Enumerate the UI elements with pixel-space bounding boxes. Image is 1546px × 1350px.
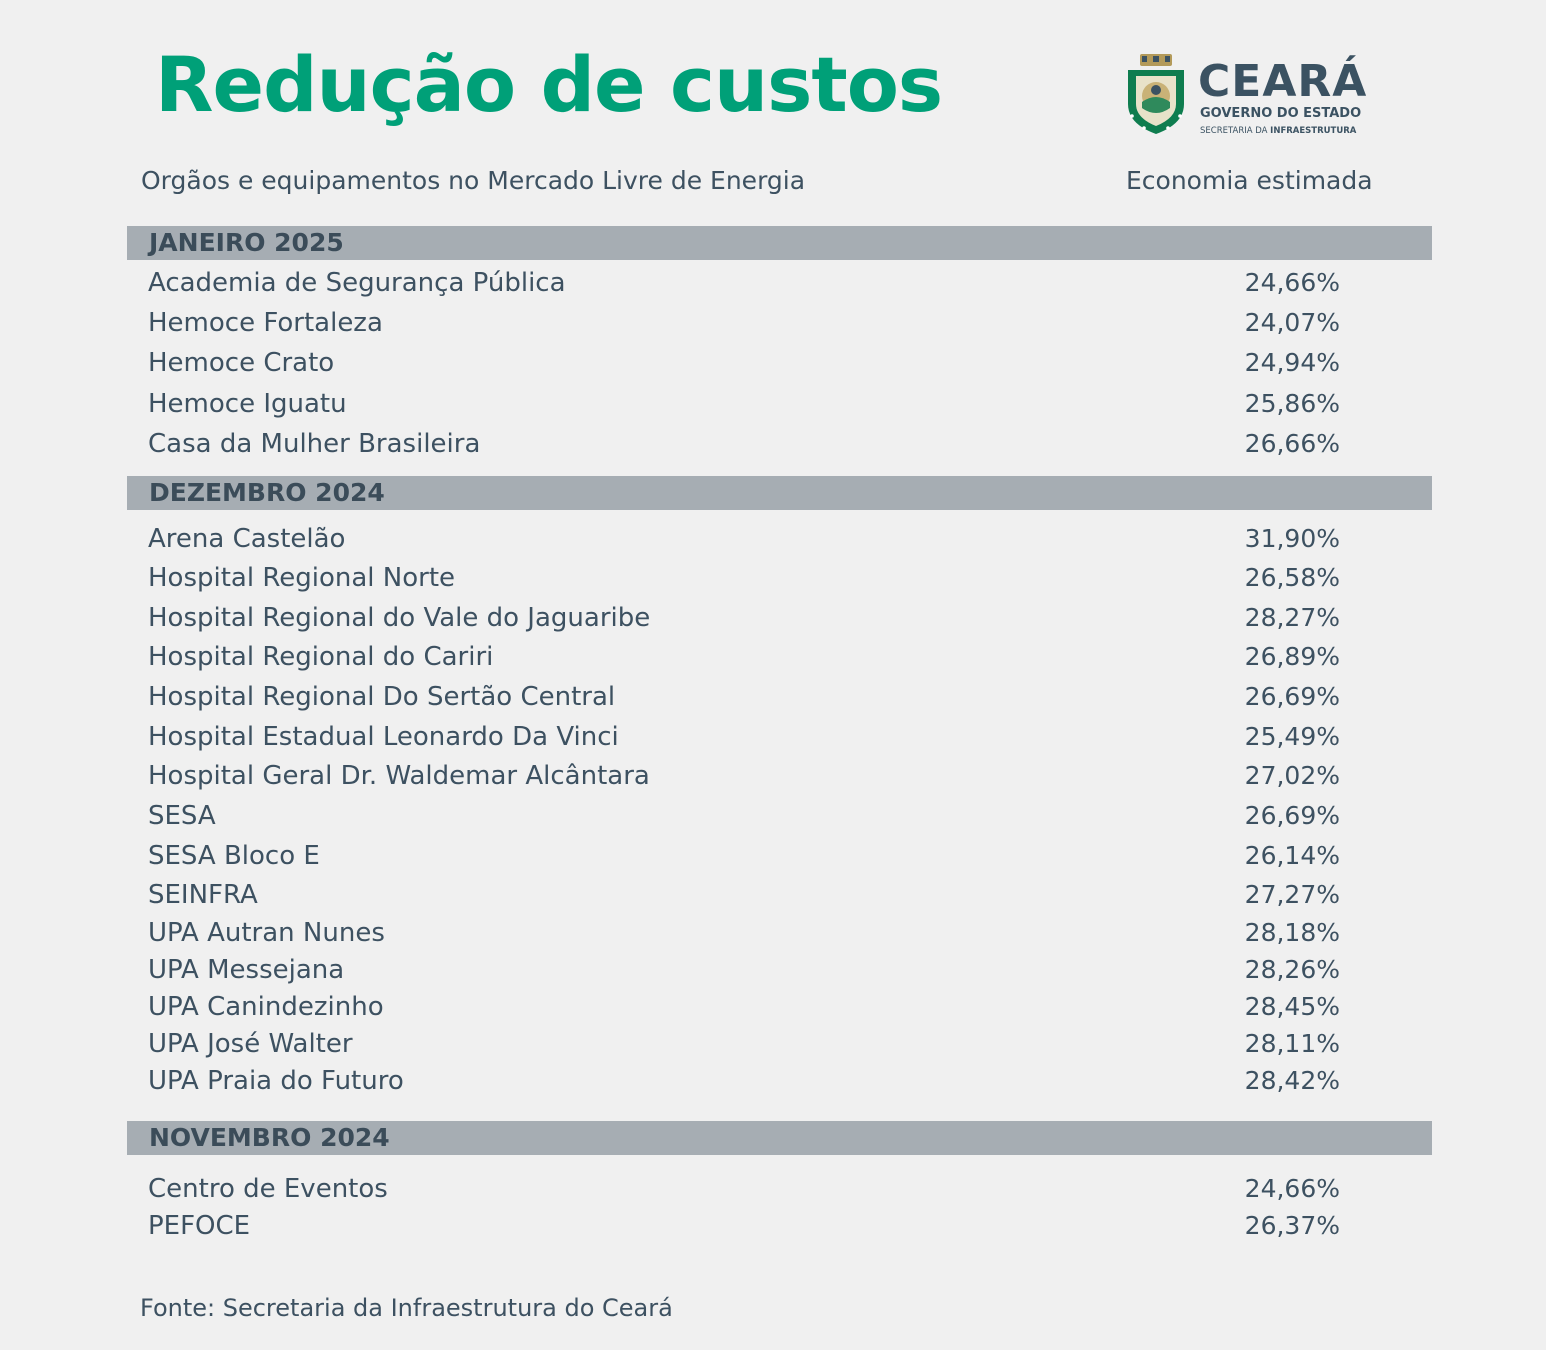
table-row: Hemoce Iguatu 25,86% [0,389,1546,425]
table-row: SESA 26,69% [0,801,1546,837]
row-name: Hospital Regional Do Sertão Central [148,682,616,712]
row-name: Hospital Regional Norte [148,563,456,593]
row-name: Hospital Regional do Cariri [148,642,494,672]
table-row: Academia de Segurança Pública 24,66% [0,268,1546,304]
row-name: Casa da Mulher Brasileira [148,429,481,459]
section-title: NOVEMBRO 2024 [149,1123,390,1152]
table-row: SESA Bloco E 26,14% [0,841,1546,877]
row-name: Hemoce Fortaleza [148,308,383,338]
table-row: UPA José Walter 28,11% [0,1029,1546,1065]
row-name: Arena Castelão [148,524,346,554]
row-name: Hemoce Iguatu [148,389,347,419]
table-row: UPA Autran Nunes 28,18% [0,918,1546,954]
row-value: 25,86% [1244,389,1340,418]
table-row: Hospital Regional do Cariri 26,89% [0,642,1546,678]
ceara-coat-of-arms-icon [1128,54,1184,134]
row-value: 28,11% [1244,1029,1340,1058]
page-title: Redução de custos [155,40,943,129]
row-name: PEFOCE [148,1211,251,1241]
row-value: 27,27% [1244,880,1340,909]
row-name: Hemoce Crato [148,348,335,378]
table-row: UPA Praia do Futuro 28,42% [0,1066,1546,1102]
table-row: Hospital Regional do Vale do Jaguaribe 28… [0,603,1546,639]
table-row: Casa da Mulher Brasileira 26,66% [0,429,1546,465]
section-header-dezembro-2024: DEZEMBRO 2024 [127,476,1432,510]
table-row: Hospital Regional Norte 26,58% [0,563,1546,599]
table-row: Hospital Regional Do Sertão Central 26,69… [0,682,1546,718]
row-name: UPA José Walter [148,1029,353,1059]
table-row: PEFOCE 26,37% [0,1211,1546,1247]
logo-wordmark: CEARÁ [1198,56,1368,107]
row-value: 28,42% [1244,1066,1340,1095]
table-row: UPA Canindezinho 28,45% [0,992,1546,1028]
row-value: 27,02% [1244,761,1340,790]
table-row: SEINFRA 27,27% [0,880,1546,916]
row-name: Hospital Regional do Vale do Jaguaribe [148,603,651,633]
row-value: 24,66% [1244,268,1340,297]
row-value: 24,94% [1244,348,1340,377]
logo-department-prefix: SECRETARIA DA [1200,126,1271,136]
logo-department-bold: INFRAESTRUTURA [1270,126,1357,136]
row-name: Hospital Geral Dr. Waldemar Alcântara [148,761,650,791]
row-value: 28,27% [1244,603,1340,632]
table-row: Hospital Estadual Leonardo Da Vinci 25,49… [0,722,1546,758]
row-value: 28,45% [1244,992,1340,1021]
row-value: 26,37% [1244,1211,1340,1240]
row-name: SESA [148,801,216,831]
row-name: UPA Autran Nunes [148,918,385,948]
row-name: Centro de Eventos [148,1174,388,1204]
table-row: Centro de Eventos 24,66% [0,1174,1546,1210]
row-name: Academia de Segurança Pública [148,268,566,298]
column-header-savings: Economia estimada [1126,166,1373,195]
row-name: UPA Praia do Futuro [148,1066,404,1096]
table-row: Hemoce Fortaleza 24,07% [0,308,1546,344]
section-title: JANEIRO 2025 [149,228,344,257]
logo-department: SECRETARIA DA INFRAESTRUTURA [1200,126,1356,136]
row-value: 24,07% [1244,308,1340,337]
source-note: Fonte: Secretaria da Infraestrutura do C… [140,1294,673,1322]
row-value: 25,49% [1244,722,1340,751]
row-value: 28,26% [1244,955,1340,984]
row-value: 26,66% [1244,429,1340,458]
logo-subtitle: GOVERNO DO ESTADO [1200,106,1362,121]
section-header-novembro-2024: NOVEMBRO 2024 [127,1121,1432,1155]
row-value: 26,69% [1244,682,1340,711]
row-name: SESA Bloco E [148,841,320,871]
row-name: UPA Messejana [148,955,345,985]
column-header-organs: Orgãos e equipamentos no Mercado Livre d… [141,166,806,195]
table-row: UPA Messejana 28,26% [0,955,1546,991]
section-title: DEZEMBRO 2024 [149,478,385,507]
row-value: 26,69% [1244,801,1340,830]
ceara-logo: CEARÁ GOVERNO DO ESTADO SECRETARIA DA IN… [1124,52,1404,142]
table-row: Hemoce Crato 24,94% [0,348,1546,384]
row-name: SEINFRA [148,880,258,910]
table-row: Arena Castelão 31,90% [0,524,1546,560]
row-value: 24,66% [1244,1174,1340,1203]
row-name: Hospital Estadual Leonardo Da Vinci [148,722,619,752]
table-row: Hospital Geral Dr. Waldemar Alcântara 27,… [0,761,1546,797]
row-value: 31,90% [1244,524,1340,553]
row-name: UPA Canindezinho [148,992,384,1022]
row-value: 26,58% [1244,563,1340,592]
row-value: 28,18% [1244,918,1340,947]
row-value: 26,89% [1244,642,1340,671]
row-value: 26,14% [1244,841,1340,870]
section-header-janeiro-2025: JANEIRO 2025 [127,226,1432,260]
